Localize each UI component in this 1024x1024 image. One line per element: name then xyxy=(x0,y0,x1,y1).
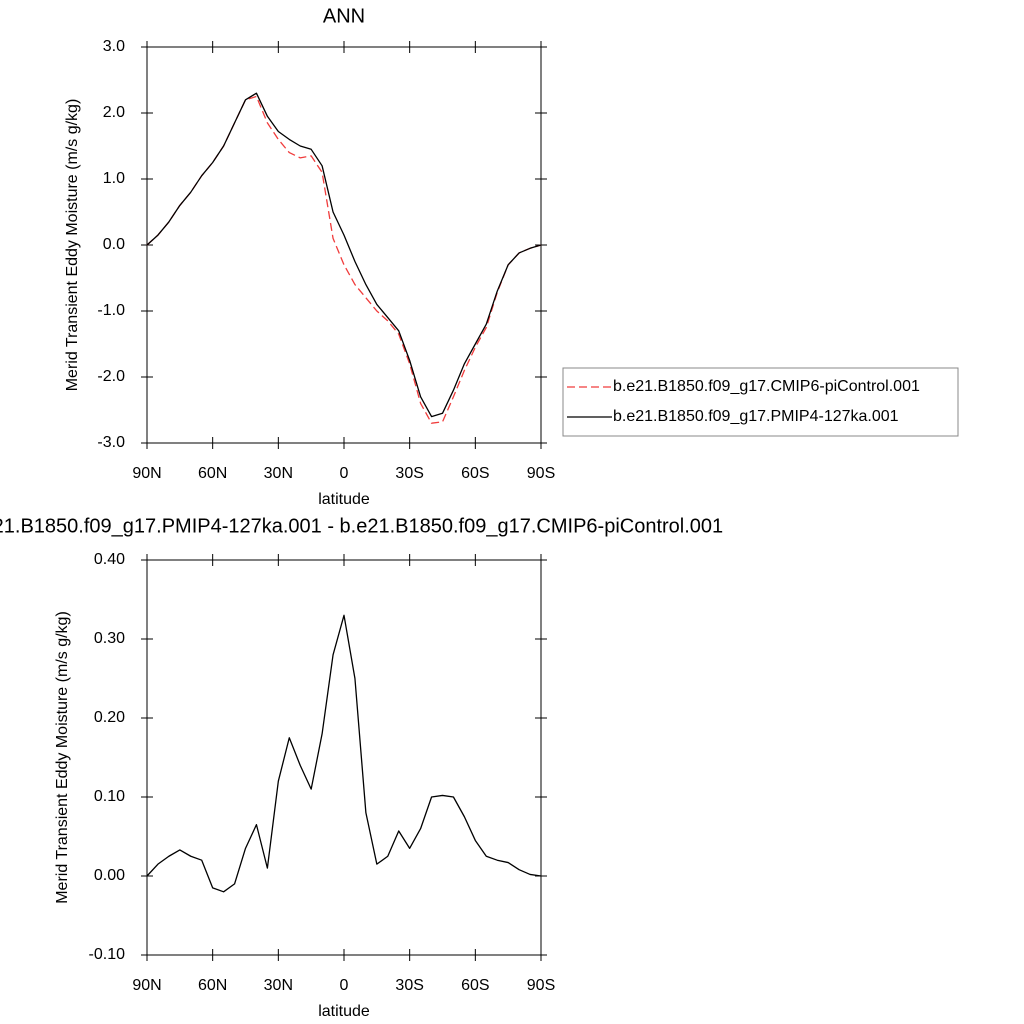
x-tick-label: 0 xyxy=(340,977,349,994)
x-tick-label: 60S xyxy=(461,465,489,482)
legend-box xyxy=(562,367,959,437)
legend-label: b.e21.B1850.f09_g17.CMIP6-piControl.001 xyxy=(613,378,920,395)
x-tick-label: 60S xyxy=(461,977,489,994)
x-tick-label: 90S xyxy=(527,977,555,994)
x-tick-label: 30N xyxy=(264,977,293,994)
x-tick-label: 60N xyxy=(198,465,227,482)
x-axis-label: latitude xyxy=(318,1003,370,1020)
y-axis-label: Merid Transient Eddy Moisture (m/s g/kg) xyxy=(64,99,81,392)
y-tick-label: 0.00 xyxy=(94,867,125,884)
data-line xyxy=(146,92,542,418)
x-tick-label: 90S xyxy=(527,465,555,482)
y-tick-label: 0.0 xyxy=(103,236,125,253)
data-line xyxy=(146,95,542,424)
x-tick-label: 30S xyxy=(395,977,423,994)
chart-title: ANN xyxy=(323,5,365,27)
x-tick-label: 90N xyxy=(132,465,161,482)
x-axis-label: latitude xyxy=(318,491,370,508)
y-tick-label: 0.30 xyxy=(94,630,125,647)
x-tick-label: 0 xyxy=(340,465,349,482)
y-tick-label: 2.0 xyxy=(103,104,125,121)
y-axis-label: Merid Transient Eddy Moisture (m/s g/kg) xyxy=(54,611,71,904)
y-tick-label: -1.0 xyxy=(97,302,125,319)
y-tick-label: -3.0 xyxy=(97,434,125,451)
plot-frame xyxy=(146,559,542,956)
y-tick-label: 0.20 xyxy=(94,709,125,726)
y-tick-label: 1.0 xyxy=(103,170,125,187)
x-tick-label: 60N xyxy=(198,977,227,994)
legend-label: b.e21.B1850.f09_g17.PMIP4-127ka.001 xyxy=(613,408,899,425)
y-tick-label: -2.0 xyxy=(97,368,125,385)
y-tick-label: 0.40 xyxy=(94,551,125,568)
data-line xyxy=(146,614,542,893)
y-tick-label: 3.0 xyxy=(103,38,125,55)
y-tick-label: -0.10 xyxy=(89,946,126,963)
x-tick-label: 30S xyxy=(395,465,423,482)
x-tick-label: 30N xyxy=(264,465,293,482)
plot-frame xyxy=(146,46,542,444)
y-tick-label: 0.10 xyxy=(94,788,125,805)
chart-title: b.e21.B1850.f09_g17.PMIP4-127ka.001 - b.… xyxy=(0,515,723,537)
x-tick-label: 90N xyxy=(132,977,161,994)
